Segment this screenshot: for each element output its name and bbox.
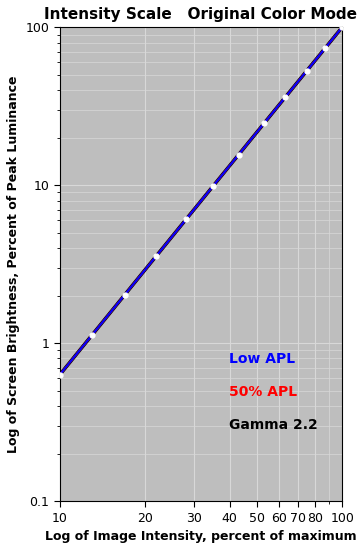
- Text: Gamma 2.2: Gamma 2.2: [229, 418, 318, 432]
- X-axis label: Log of Image Intensity, percent of maximum: Log of Image Intensity, percent of maxim…: [45, 530, 357, 543]
- Text: Low APL: Low APL: [229, 352, 295, 366]
- Title: Intensity Scale   Original Color Mode: Intensity Scale Original Color Mode: [44, 7, 357, 22]
- Y-axis label: Log of Screen Brightness, Percent of Peak Luminance: Log of Screen Brightness, Percent of Pea…: [7, 75, 20, 453]
- Text: 50% APL: 50% APL: [229, 385, 297, 399]
